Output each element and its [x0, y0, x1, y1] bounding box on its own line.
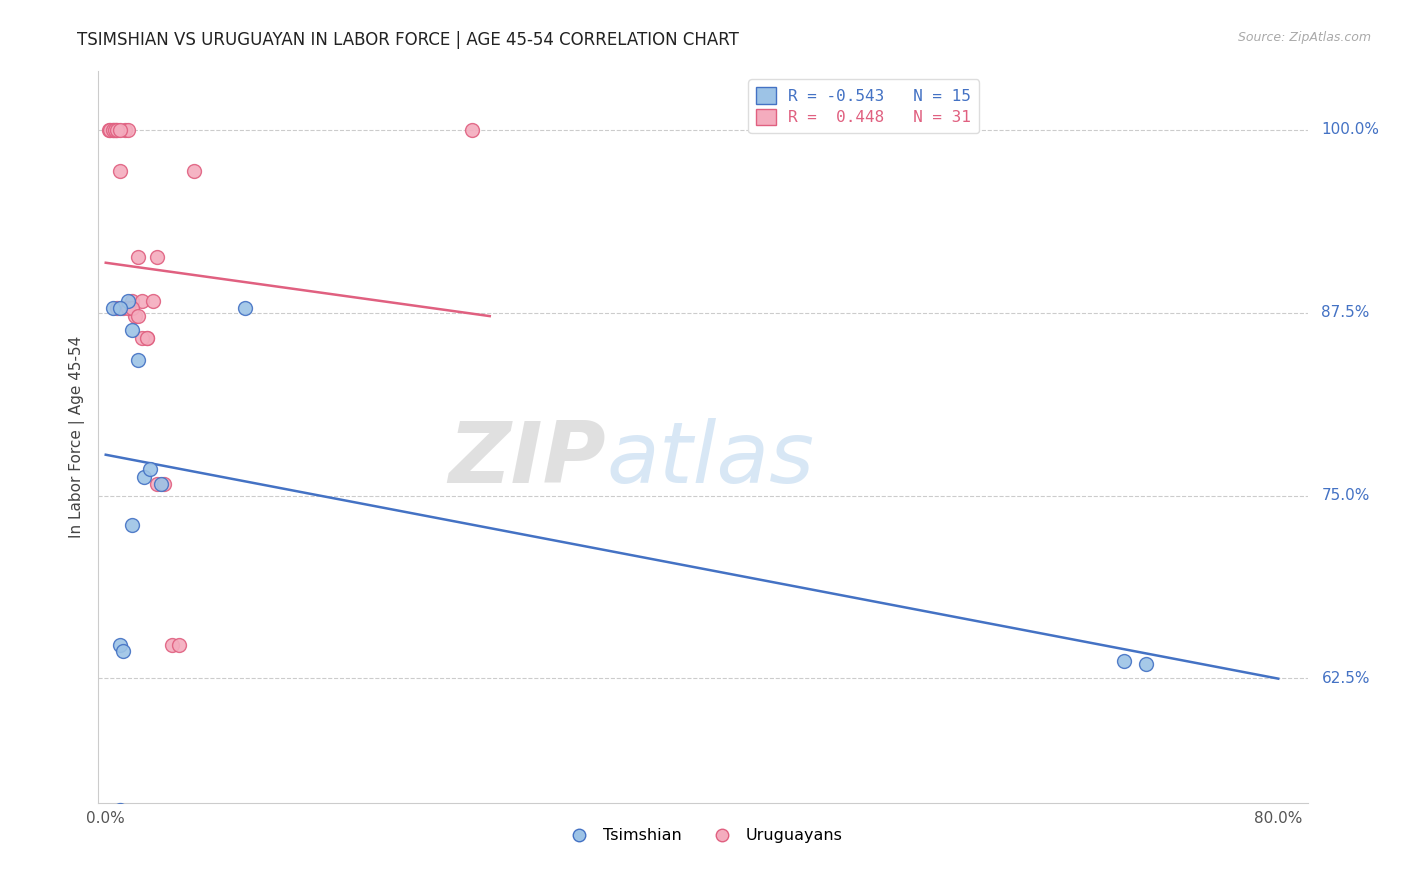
Point: [124, 309, 146, 323]
Text: 100.0%: 100.0%: [1322, 122, 1379, 137]
Legend: Tsimshian, Uruguayans: Tsimshian, Uruguayans: [557, 822, 849, 850]
Point: [110, 164, 132, 178]
Y-axis label: In Labor Force | Age 45-54: In Labor Force | Age 45-54: [69, 336, 84, 538]
Point: [153, 476, 176, 491]
Point: [97, 123, 120, 137]
Point: [138, 462, 160, 476]
Point: [135, 330, 157, 344]
Point: [101, 301, 124, 316]
Point: [183, 164, 205, 178]
Point: [107, 301, 129, 316]
Point: [233, 301, 256, 316]
Point: [132, 469, 155, 483]
Point: [167, 638, 190, 652]
Point: [121, 301, 143, 316]
Text: atlas: atlas: [606, 417, 814, 500]
Text: 75.0%: 75.0%: [1322, 488, 1369, 503]
Point: [101, 123, 124, 137]
Point: [110, 301, 132, 316]
Point: [105, 123, 128, 137]
Point: [101, 123, 124, 137]
Point: [117, 123, 139, 137]
Point: [121, 323, 143, 337]
Point: [114, 123, 136, 137]
Point: [103, 123, 125, 137]
Text: 87.5%: 87.5%: [1322, 305, 1369, 320]
Point: [110, 123, 132, 137]
Point: [127, 309, 149, 323]
Point: [110, 803, 132, 817]
Point: [1135, 657, 1157, 671]
Point: [110, 638, 132, 652]
Point: [131, 293, 153, 308]
Point: [107, 123, 129, 137]
Point: [112, 643, 135, 657]
Point: [98, 123, 121, 137]
Point: [127, 250, 149, 264]
Point: [112, 301, 135, 316]
Point: [135, 330, 157, 344]
Point: [127, 352, 149, 367]
Point: [146, 476, 169, 491]
Point: [121, 517, 143, 532]
Text: TSIMSHIAN VS URUGUAYAN IN LABOR FORCE | AGE 45-54 CORRELATION CHART: TSIMSHIAN VS URUGUAYAN IN LABOR FORCE | …: [77, 31, 740, 49]
Text: 62.5%: 62.5%: [1322, 671, 1369, 686]
Point: [150, 476, 173, 491]
Point: [160, 638, 183, 652]
Point: [146, 250, 169, 264]
Text: Source: ZipAtlas.com: Source: ZipAtlas.com: [1237, 31, 1371, 45]
Point: [117, 293, 139, 308]
Point: [1114, 654, 1136, 668]
Point: [121, 293, 143, 308]
Point: [461, 123, 484, 137]
Point: [142, 293, 165, 308]
Point: [131, 330, 153, 344]
Text: ZIP: ZIP: [449, 417, 606, 500]
Point: [117, 301, 139, 316]
